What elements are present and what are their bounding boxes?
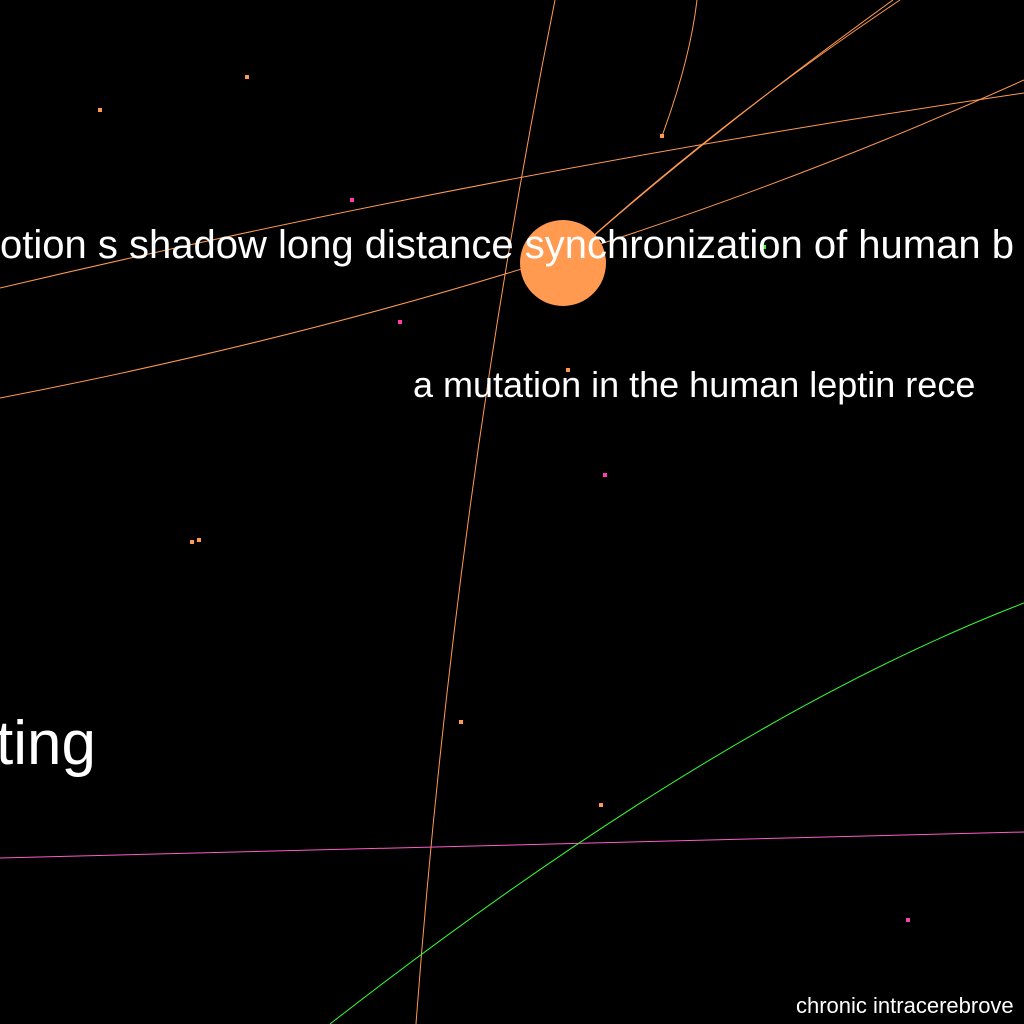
hub-node[interactable] [520, 220, 606, 306]
node-dot[interactable] [98, 108, 102, 112]
node-dot[interactable] [599, 803, 603, 807]
edge-magenta-horizontal [0, 831, 1024, 859]
edge-top-spur [661, 0, 698, 137]
node-label-chronic: chronic intracerebrove [796, 993, 1014, 1018]
edge-left-to-right-upper [0, 92, 1024, 289]
edge-hub-to-top-right-b [562, 0, 901, 264]
node-dot[interactable] [603, 473, 607, 477]
node-dot[interactable] [762, 245, 766, 249]
edge-green-diagonal [329, 602, 1024, 1024]
node-dot[interactable] [459, 720, 463, 724]
node-dot[interactable] [245, 75, 249, 79]
labels: otion s shadow long distance synchroniza… [0, 223, 1014, 1018]
node-label-leptin: a mutation in the human leptin rece [413, 364, 975, 405]
node-dot[interactable] [190, 540, 194, 544]
node-dot[interactable] [398, 320, 402, 324]
node-label-ting: ting [0, 709, 96, 778]
nodes [98, 75, 910, 922]
node-dot[interactable] [660, 134, 664, 138]
node-dot[interactable] [350, 198, 354, 202]
node-label-shadow: otion s shadow long distance synchroniza… [0, 223, 1014, 267]
edge-long-vertical [415, 0, 556, 1024]
node-dot[interactable] [197, 538, 201, 542]
node-dot[interactable] [566, 368, 570, 372]
node-dot[interactable] [906, 918, 910, 922]
